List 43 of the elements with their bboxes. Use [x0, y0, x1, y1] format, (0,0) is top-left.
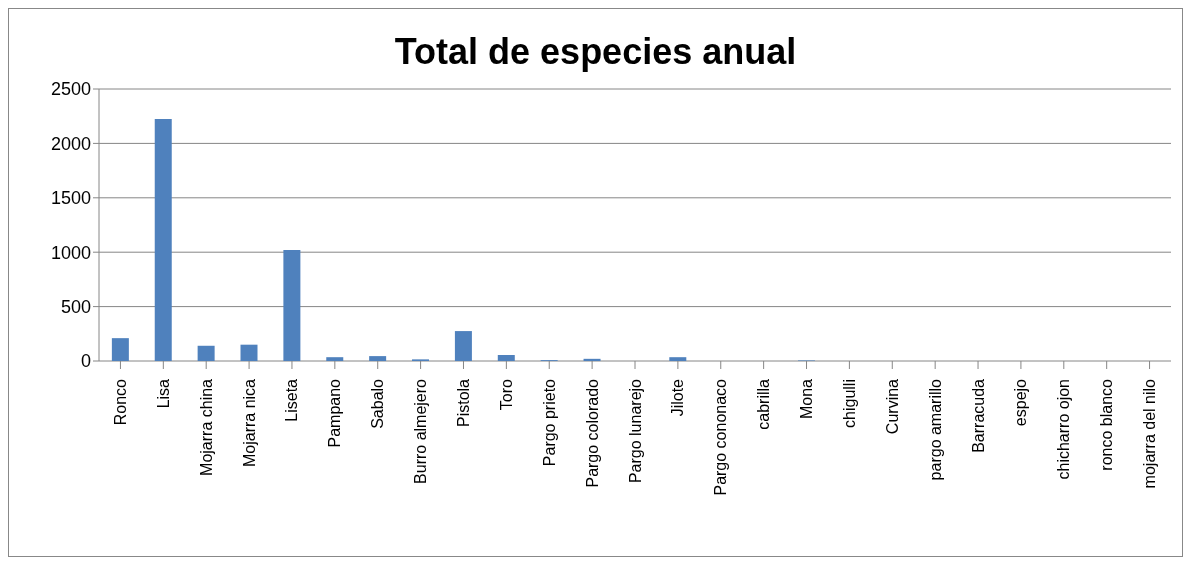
- y-tick-label: 500: [60, 296, 91, 317]
- x-tick-label: chicharro ojon: [1055, 379, 1073, 480]
- x-tick-label: Pampano: [326, 378, 344, 448]
- x-tick-label: cabrilla: [755, 378, 773, 430]
- bar: [669, 357, 687, 361]
- x-tick-label: Toro: [497, 378, 515, 411]
- x-tick-label: Pargo lunarejo: [626, 378, 644, 484]
- y-tick-label: 1000: [50, 242, 91, 263]
- bar: [326, 357, 344, 361]
- bar: [111, 338, 129, 361]
- x-tick-label: Ronco: [111, 378, 129, 426]
- x-tick-label: Pargo colorado: [583, 378, 601, 488]
- bar: [454, 331, 472, 361]
- x-tick-label: Barracuda: [969, 378, 987, 453]
- x-tick-label: Mojarra nica: [240, 378, 258, 468]
- chart-title: Total de especies anual: [393, 31, 798, 74]
- y-tick-label: 1500: [50, 188, 91, 209]
- x-tick-label: espejo: [1012, 378, 1030, 427]
- x-tick-label: Mona: [798, 378, 816, 420]
- x-tick-label: ronco blanco: [1098, 378, 1116, 471]
- x-tick-label: Jilote: [669, 378, 687, 417]
- y-tick-label: 2000: [50, 133, 91, 154]
- x-tick-label: pargo amarillo: [926, 378, 944, 481]
- x-tick-label: Pistola: [454, 378, 472, 428]
- x-tick-label: Pargo prieto: [540, 378, 558, 467]
- x-tick-label: Curvina: [883, 378, 901, 435]
- bar: [240, 344, 258, 361]
- x-tick-label: Lisa: [154, 378, 172, 409]
- bar: [283, 250, 301, 361]
- bar: [497, 355, 515, 361]
- bar: [197, 345, 215, 361]
- bar: [154, 118, 172, 361]
- bar: [369, 356, 387, 361]
- x-tick-label: Liseta: [283, 378, 301, 422]
- x-tick-label: mojarra del nilo: [1141, 378, 1159, 489]
- x-tick-label: Mojarra china: [197, 378, 215, 476]
- bar: [583, 358, 601, 361]
- y-tick-label: 2500: [50, 79, 91, 100]
- x-tick-label: Burro almejero: [412, 378, 430, 484]
- x-tick-label: Pargo cononaco: [712, 378, 730, 496]
- y-tick-label: 0: [80, 351, 91, 372]
- x-tick-label: Sabalo: [369, 378, 387, 429]
- x-tick-label: chigulli: [840, 379, 858, 428]
